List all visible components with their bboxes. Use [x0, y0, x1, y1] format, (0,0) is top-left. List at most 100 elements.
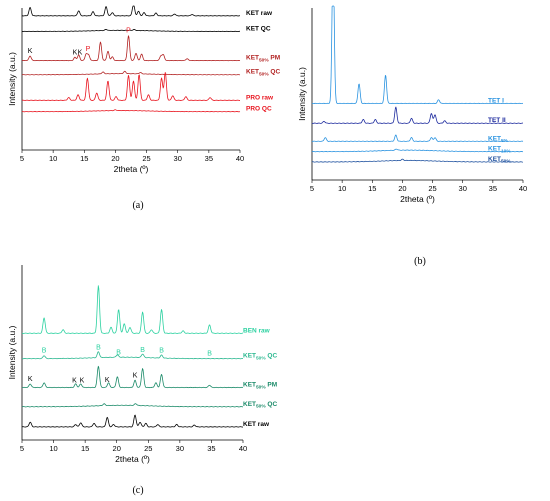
- series-trace-ket50pct: [311, 158, 524, 163]
- series-trace-ben-raw: [21, 285, 244, 334]
- series-label: PRO QC: [246, 106, 272, 113]
- peak-annotation: P: [86, 46, 91, 53]
- series-label-suffix: PM: [269, 55, 281, 62]
- series-trace-ket50pct-pm: [21, 35, 241, 62]
- series-trace-tet-i: [311, 5, 524, 105]
- series-trace-pro-qc: [22, 109, 241, 113]
- x-tick-label: 40: [239, 444, 247, 453]
- x-tick-label: 25: [144, 444, 152, 453]
- series-label-main: KET: [488, 146, 501, 153]
- series-trace-ket10pct: [311, 148, 524, 153]
- x-tick-label: 20: [113, 444, 121, 453]
- series-label-subscript: 10%: [501, 148, 511, 154]
- series-label-subscript: 50%: [259, 72, 269, 78]
- x-tick-label: 35: [207, 444, 215, 453]
- peak-annotation: K: [72, 378, 77, 385]
- x-tick-label: 40: [236, 154, 244, 163]
- series-label-main: KET: [243, 353, 256, 360]
- peak-annotation: P: [126, 28, 131, 35]
- x-tick-label: 30: [174, 154, 182, 163]
- series-trace-ket50pct-qc: [21, 351, 244, 360]
- series-label-subscript: 50%: [259, 57, 269, 63]
- series-label: KET50% QC: [246, 69, 280, 78]
- panel-label: (a): [132, 200, 143, 211]
- x-tick-label: 10: [338, 184, 346, 193]
- panel-label: (c): [132, 485, 143, 496]
- series-trace-ket50pct-qc: [21, 403, 244, 408]
- series-label-subscript: 50%: [256, 404, 266, 410]
- x-tick-label: 25: [142, 154, 150, 163]
- series-label-subscript: 50%: [256, 355, 266, 361]
- peak-annotation: K: [28, 48, 33, 55]
- peak-annotation: K: [105, 377, 110, 384]
- series-label-suffix: QC: [266, 353, 278, 360]
- peak-annotation: B: [96, 345, 101, 352]
- x-tick-label: 20: [398, 184, 406, 193]
- series-label-main: KET: [488, 135, 501, 142]
- series-trace-ket50pct-qc: [21, 70, 241, 76]
- series-label-suffix: QC: [266, 401, 278, 408]
- peak-annotation: B: [116, 349, 121, 356]
- peak-annotation: B: [42, 348, 47, 355]
- x-tick-label: 15: [80, 154, 88, 163]
- series-label-main: KET: [243, 401, 256, 408]
- peak-annotation: B: [140, 347, 145, 354]
- series-label: KET5%: [488, 135, 509, 144]
- series-label: KET QC: [246, 25, 271, 32]
- series-label: KET raw: [243, 421, 270, 428]
- y-axis-label: Intensity (a.u.): [297, 67, 307, 121]
- peak-annotation: B: [207, 351, 212, 358]
- series-label-main: KET: [488, 156, 501, 163]
- panel-c: 5 10 15 20 25 30 35 40 2theta (º) Intensity (a.u.…: [7, 265, 277, 496]
- x-tick-label: 5: [20, 154, 24, 163]
- x-tick-label: 10: [49, 444, 57, 453]
- series-label-subscript: 50%: [256, 384, 266, 390]
- series-trace-ket-raw: [21, 5, 241, 17]
- series-label: KET10%: [488, 146, 511, 155]
- series-label-main: KET: [246, 69, 259, 76]
- series-trace-ket50pct-pm: [21, 365, 244, 389]
- x-tick-label: 10: [49, 154, 57, 163]
- series-label: KET50% QC: [243, 401, 277, 410]
- series-label: TET II: [488, 117, 506, 124]
- x-tick-label: 15: [368, 184, 376, 193]
- panel-a: 5 10 15 20 25 30 35 40 2theta (º) Intensity (a.u.…: [7, 5, 281, 211]
- series-label-suffix: QC: [269, 69, 281, 76]
- series-label-main: KET: [243, 382, 256, 389]
- peak-annotation: K: [80, 378, 85, 385]
- x-tick-label: 5: [20, 444, 24, 453]
- peak-annotation: B: [159, 348, 164, 355]
- series-trace-ket-qc: [21, 28, 241, 32]
- x-tick-label: 40: [519, 184, 527, 193]
- x-tick-label: 5: [310, 184, 314, 193]
- peak-annotation: K: [78, 50, 83, 57]
- x-tick-label: 20: [111, 154, 119, 163]
- x-tick-label: 30: [459, 184, 467, 193]
- x-tick-label: 25: [428, 184, 436, 193]
- series-label: KET raw: [246, 10, 273, 17]
- series-label: KET50% QC: [243, 353, 277, 362]
- x-tick-label: 35: [489, 184, 497, 193]
- series-label: PRO raw: [246, 94, 274, 101]
- panel-b: 5 10 15 20 25 30 35 40 2theta (º) Intensity (a.u.…: [297, 5, 527, 267]
- series-label-subscript: 50%: [501, 159, 511, 165]
- series-trace-ket-raw: [21, 414, 244, 428]
- x-axis-label: 2theta (º): [114, 164, 149, 174]
- y-axis-label: Intensity (a.u.): [7, 325, 17, 379]
- series-label: TET I: [488, 97, 504, 104]
- peak-annotation: K: [28, 376, 33, 383]
- peak-annotation: K: [73, 49, 78, 56]
- series-label: BEN raw: [243, 327, 271, 334]
- x-tick-label: 35: [205, 154, 213, 163]
- panel-label: (b): [414, 256, 426, 267]
- series-trace-pro-raw: [21, 72, 241, 101]
- series-label: KET50%: [488, 156, 511, 165]
- series-label: KET50% PM: [243, 382, 277, 391]
- series-trace-tet-ii: [311, 106, 524, 124]
- series-trace-ket5pct: [311, 134, 524, 142]
- x-tick-label: 30: [176, 444, 184, 453]
- series-label-subscript: 5%: [501, 138, 509, 144]
- x-axis-label: 2theta (º): [400, 194, 435, 204]
- x-axis-label: 2theta (º): [115, 454, 150, 464]
